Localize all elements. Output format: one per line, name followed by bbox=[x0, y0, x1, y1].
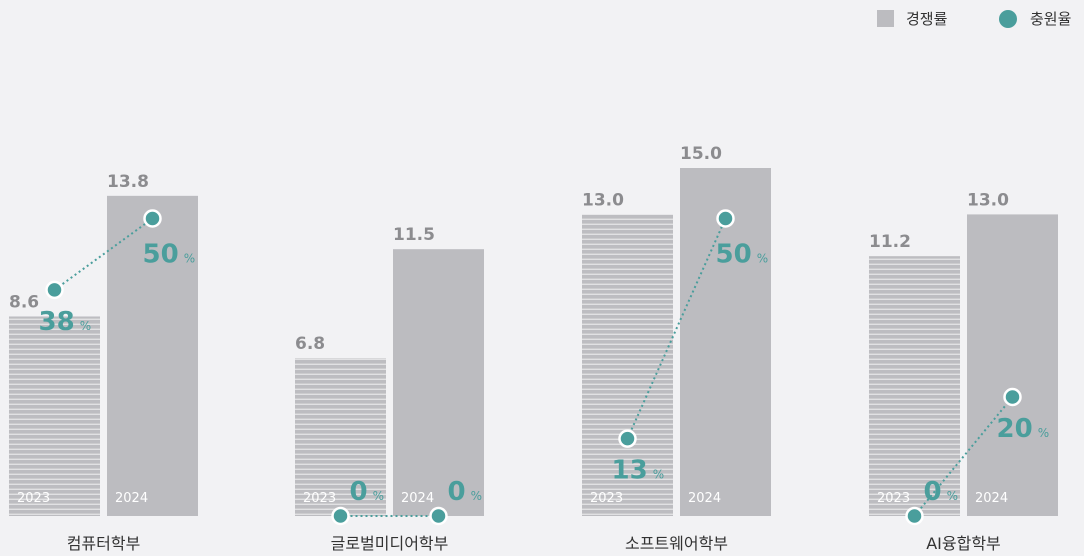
fill-rate-point-2024-2 bbox=[716, 209, 735, 228]
fill-rate-line-2 bbox=[626, 218, 727, 440]
fill-rate-line-3 bbox=[913, 396, 1014, 517]
fill-rate-label-2023-0: 38% bbox=[39, 307, 92, 337]
fill-rate-label-2023-3: 0% bbox=[924, 477, 959, 507]
bar-2023-2 bbox=[582, 214, 673, 516]
bar-value-2023-0: 8.6 bbox=[9, 292, 39, 312]
legend-label-competition: 경쟁률 bbox=[906, 10, 948, 28]
bar-value-2023-2: 13.0 bbox=[582, 190, 624, 210]
fill-rate-point-2023-1 bbox=[331, 506, 350, 526]
fill-rate-point-2024-3 bbox=[1003, 387, 1022, 407]
year-label-2024-3: 2024 bbox=[975, 491, 1008, 506]
year-label-2024-1: 2024 bbox=[401, 491, 434, 506]
fill-rate-point-2023-0 bbox=[45, 280, 64, 300]
fill-rate-label-2023-2: 13% bbox=[612, 456, 665, 486]
fill-rate-points bbox=[45, 209, 1022, 526]
legend-swatch-fill-rate bbox=[999, 10, 1017, 28]
category-label-1: 글로벌미디어학부 bbox=[331, 534, 449, 553]
year-label-2023-0: 2023 bbox=[17, 491, 50, 506]
bar-value-2024-0: 13.8 bbox=[107, 172, 149, 192]
legend: 경쟁률 충원율 bbox=[877, 10, 1071, 28]
bar-value-2023-1: 6.8 bbox=[295, 334, 325, 354]
bar-value-2024-3: 13.0 bbox=[967, 190, 1009, 210]
category-label-2: 소프트웨어학부 bbox=[625, 534, 728, 553]
bars bbox=[9, 168, 1058, 516]
fill-rate-label-2024-2: 50% bbox=[716, 240, 769, 270]
year-label-2023-3: 2023 bbox=[877, 491, 910, 506]
fill-rate-label-2024-1: 0% bbox=[448, 477, 483, 507]
legend-swatch-competition bbox=[877, 10, 894, 27]
fill-rate-point-2023-2 bbox=[618, 429, 637, 448]
category-label-0: 컴퓨터학부 bbox=[67, 534, 141, 553]
fill-rate-label-2024-3: 20% bbox=[997, 414, 1050, 444]
bar-value-2024-2: 15.0 bbox=[680, 144, 722, 164]
year-label-2024-2: 2024 bbox=[688, 491, 721, 506]
year-label-2023-1: 2023 bbox=[303, 491, 336, 506]
year-label-2024-0: 2024 bbox=[115, 491, 148, 506]
category-label-3: AI융합학부 bbox=[926, 534, 1001, 553]
bar-2023-1 bbox=[295, 358, 386, 516]
fill-rate-label-2023-1: 0% bbox=[350, 477, 385, 507]
bar-2024-0 bbox=[107, 195, 198, 516]
fill-rate-point-2024-1 bbox=[429, 506, 448, 526]
bar-2023-0 bbox=[9, 316, 100, 516]
bar-2024-3 bbox=[967, 214, 1058, 516]
fill-rate-label-2024-0: 50% bbox=[143, 240, 196, 270]
fill-rate-line-0 bbox=[53, 217, 154, 291]
fill-rate-point-2024-0 bbox=[143, 209, 162, 228]
bar-2024-1 bbox=[393, 249, 484, 516]
bar-value-2024-1: 11.5 bbox=[393, 225, 435, 245]
legend-label-fill-rate: 충원율 bbox=[1030, 10, 1071, 28]
labels: 8.6 2023 13.8 2024 38 % 50 % 컴퓨터학부 6.8 2023 11.5 202… bbox=[9, 144, 1049, 553]
fill-rate-point-2023-3 bbox=[905, 506, 924, 526]
fill-rate-lines bbox=[53, 217, 1014, 517]
bar-2023-3 bbox=[869, 256, 960, 516]
bar-value-2023-3: 11.2 bbox=[869, 232, 911, 252]
year-label-2023-2: 2023 bbox=[590, 491, 623, 506]
